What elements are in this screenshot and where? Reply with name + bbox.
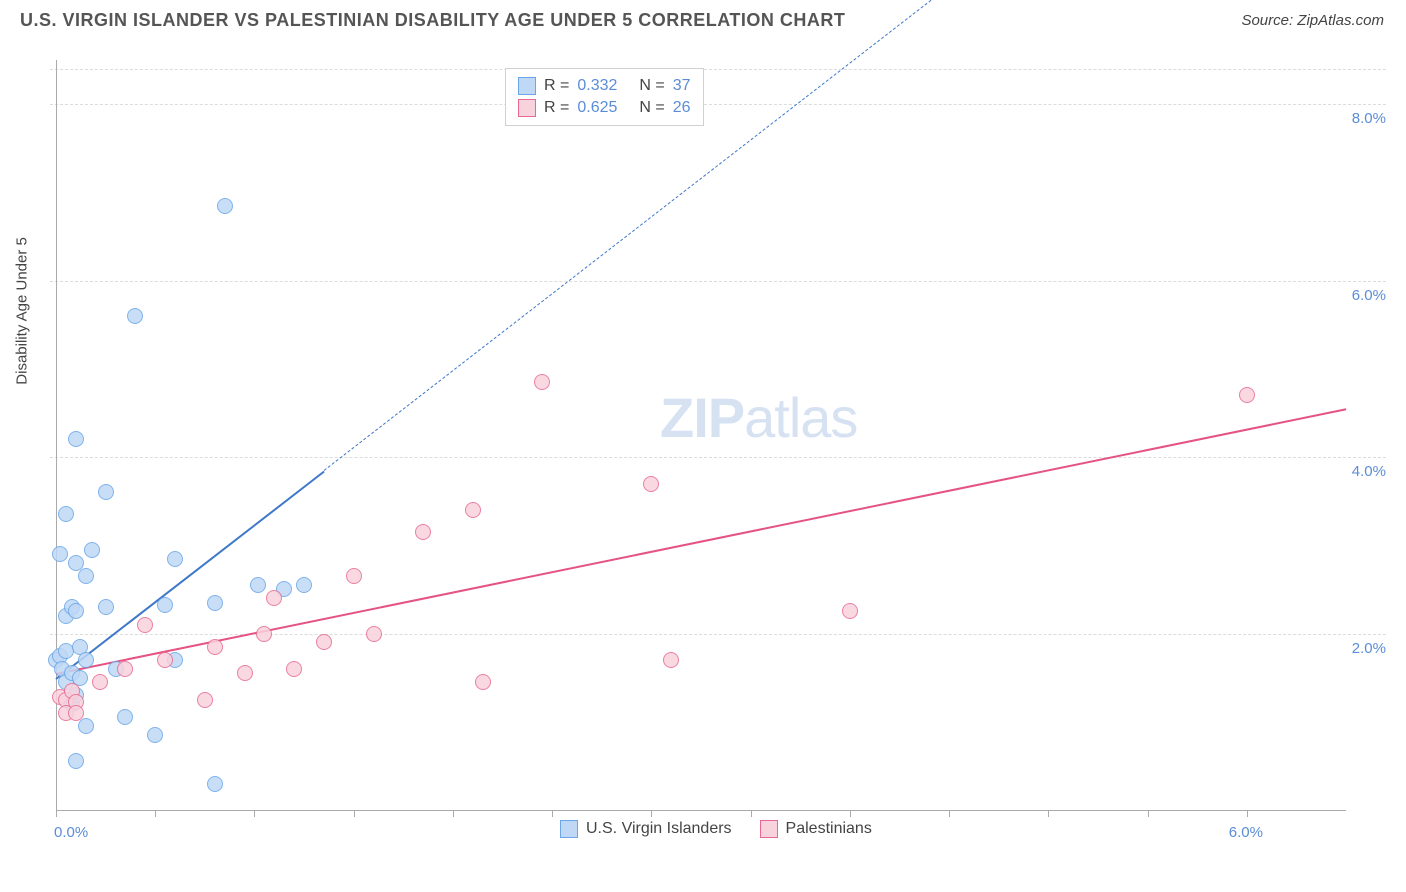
data-point — [58, 506, 74, 522]
x-tick-label: 6.0% — [1229, 824, 1263, 841]
data-point — [92, 674, 108, 690]
data-point — [217, 198, 233, 214]
data-point — [643, 476, 659, 492]
watermark: ZIPatlas — [660, 385, 857, 450]
data-point — [266, 590, 282, 606]
grid-line — [50, 457, 1386, 458]
data-point — [475, 674, 491, 690]
data-point — [78, 568, 94, 584]
legend-item: U.S. Virgin Islanders — [560, 820, 732, 838]
data-point — [286, 661, 302, 677]
correlation-legend: R = 0.332 N = 37 R = 0.625 N = 26 — [505, 68, 704, 126]
data-point — [147, 727, 163, 743]
data-point — [157, 597, 173, 613]
legend-item: Palestinians — [760, 820, 872, 838]
legend-n-value: 26 — [673, 99, 691, 117]
data-point — [237, 665, 253, 681]
legend-row: R = 0.625 N = 26 — [518, 97, 691, 119]
legend-row: R = 0.332 N = 37 — [518, 75, 691, 97]
y-tick-label: 4.0% — [1352, 463, 1386, 480]
grid-line — [50, 281, 1386, 282]
data-point — [98, 599, 114, 615]
data-point — [117, 661, 133, 677]
x-tick-label: 0.0% — [54, 824, 88, 841]
x-tick — [354, 810, 355, 817]
data-point — [68, 431, 84, 447]
legend-r-label: R = — [544, 77, 569, 95]
data-point — [1239, 387, 1255, 403]
data-point — [68, 555, 84, 571]
data-point — [68, 753, 84, 769]
x-tick — [1247, 810, 1248, 817]
x-tick — [1048, 810, 1049, 817]
y-tick-label: 8.0% — [1352, 110, 1386, 127]
legend-swatch — [518, 99, 536, 117]
grid-line — [50, 69, 1386, 70]
data-point — [256, 626, 272, 642]
legend-n-value: 37 — [673, 77, 691, 95]
x-tick — [453, 810, 454, 817]
data-point — [78, 718, 94, 734]
chart-container: Disability Age Under 5 2.0%4.0%6.0%8.0%0… — [50, 50, 1386, 850]
source-credit: Source: ZipAtlas.com — [1241, 12, 1384, 29]
legend-series-name: U.S. Virgin Islanders — [586, 820, 732, 838]
legend-r-label: R = — [544, 99, 569, 117]
data-point — [117, 709, 133, 725]
y-tick-label: 6.0% — [1352, 287, 1386, 304]
data-point — [84, 542, 100, 558]
x-tick — [751, 810, 752, 817]
x-tick — [254, 810, 255, 817]
data-point — [842, 603, 858, 619]
trend-line — [55, 471, 324, 680]
data-point — [207, 776, 223, 792]
grid-line — [50, 104, 1386, 105]
x-tick — [56, 810, 57, 817]
data-point — [366, 626, 382, 642]
data-point — [197, 692, 213, 708]
chart-title: U.S. VIRGIN ISLANDER VS PALESTINIAN DISA… — [20, 10, 845, 31]
data-point — [167, 551, 183, 567]
x-tick — [155, 810, 156, 817]
legend-swatch — [560, 820, 578, 838]
data-point — [207, 639, 223, 655]
legend-series-name: Palestinians — [786, 820, 872, 838]
x-tick — [949, 810, 950, 817]
data-point — [78, 652, 94, 668]
legend-r-value: 0.625 — [577, 99, 617, 117]
data-point — [316, 634, 332, 650]
data-point — [207, 595, 223, 611]
data-point — [68, 603, 84, 619]
x-tick — [651, 810, 652, 817]
legend-swatch — [760, 820, 778, 838]
data-point — [127, 308, 143, 324]
plot-area: 2.0% 4.0% 6.0% 8.0% 0.0% 6.0% ZIPatlas R = 0.33… — [50, 50, 1386, 850]
data-point — [137, 617, 153, 633]
data-point — [534, 374, 550, 390]
y-axis-label: Disability Age Under 5 — [14, 237, 31, 385]
y-tick-label: 2.0% — [1352, 640, 1386, 657]
x-tick — [850, 810, 851, 817]
x-tick — [552, 810, 553, 817]
legend-r-value: 0.332 — [577, 77, 617, 95]
data-point — [346, 568, 362, 584]
trend-line — [56, 409, 1346, 676]
data-point — [415, 524, 431, 540]
data-point — [663, 652, 679, 668]
legend-n-label: N = — [639, 77, 664, 95]
data-point — [98, 484, 114, 500]
legend-swatch — [518, 77, 536, 95]
x-axis — [56, 810, 1346, 811]
data-point — [157, 652, 173, 668]
data-point — [250, 577, 266, 593]
data-point — [52, 546, 68, 562]
data-point — [68, 705, 84, 721]
legend-n-label: N = — [639, 99, 664, 117]
data-point — [296, 577, 312, 593]
series-legend: U.S. Virgin Islanders Palestinians — [560, 820, 872, 838]
data-point — [465, 502, 481, 518]
x-tick — [1148, 810, 1149, 817]
